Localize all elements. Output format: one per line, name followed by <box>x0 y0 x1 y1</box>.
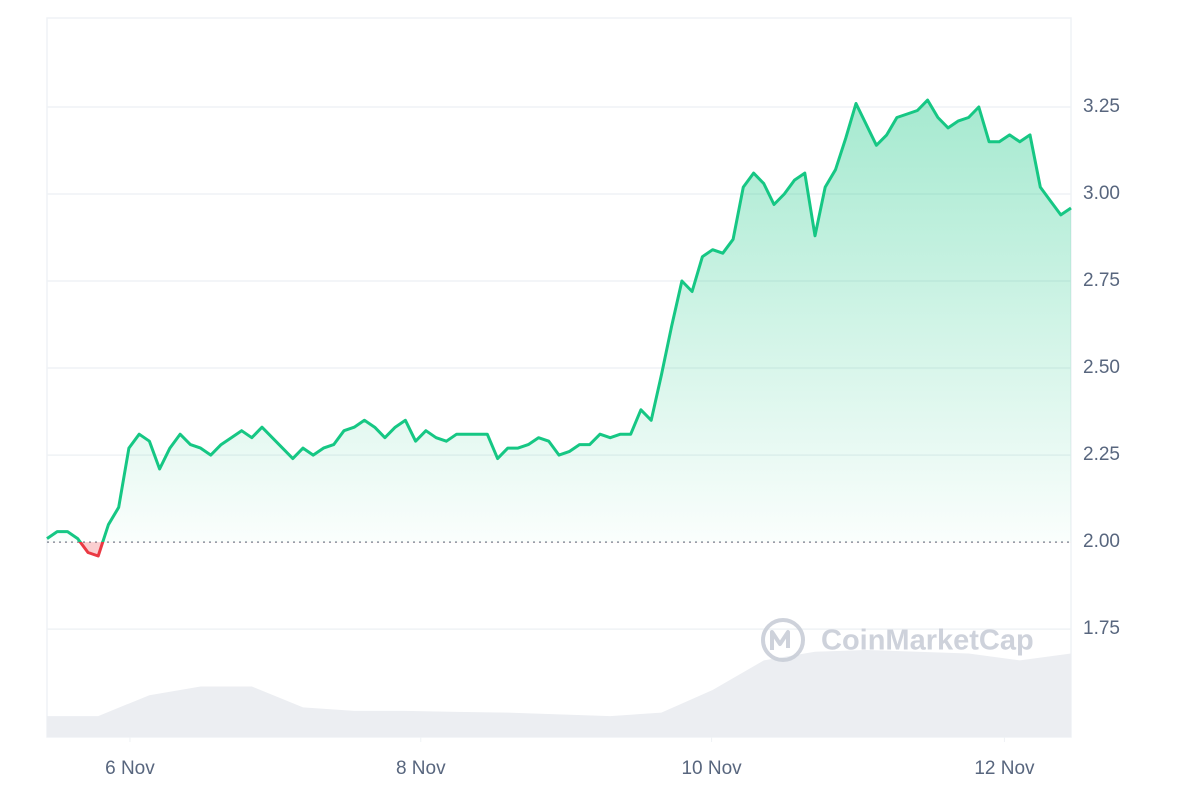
watermark-logo-mark <box>770 630 790 650</box>
x-tick-label: 8 Nov <box>396 758 446 779</box>
volume-area <box>47 650 1071 737</box>
y-tick-label: 1.75 <box>1083 618 1120 639</box>
x-tick-label: 6 Nov <box>105 758 155 779</box>
y-tick-label: 3.00 <box>1083 183 1120 204</box>
watermark-text: CoinMarketCap <box>821 625 1034 657</box>
x-tick-label: 10 Nov <box>681 758 742 779</box>
label-layer: 1.75 2.00 2.25 2.50 2.75 3.00 3.25 6 Nov 8 Nov 10… <box>105 96 1120 779</box>
y-tick-label: 2.00 <box>1083 531 1120 552</box>
price-area <box>47 100 1071 556</box>
y-tick-label: 2.75 <box>1083 270 1120 291</box>
data-layer <box>46 98 1072 558</box>
y-tick-label: 3.25 <box>1083 96 1120 117</box>
y-tick-label: 2.50 <box>1083 357 1120 378</box>
x-tick-label: 12 Nov <box>974 758 1035 779</box>
watermark: CoinMarketCap <box>761 618 1034 662</box>
volume-layer <box>47 650 1071 737</box>
price-line <box>46 98 1072 558</box>
y-tick-label: 2.25 <box>1083 444 1120 465</box>
watermark-logo <box>761 618 805 662</box>
